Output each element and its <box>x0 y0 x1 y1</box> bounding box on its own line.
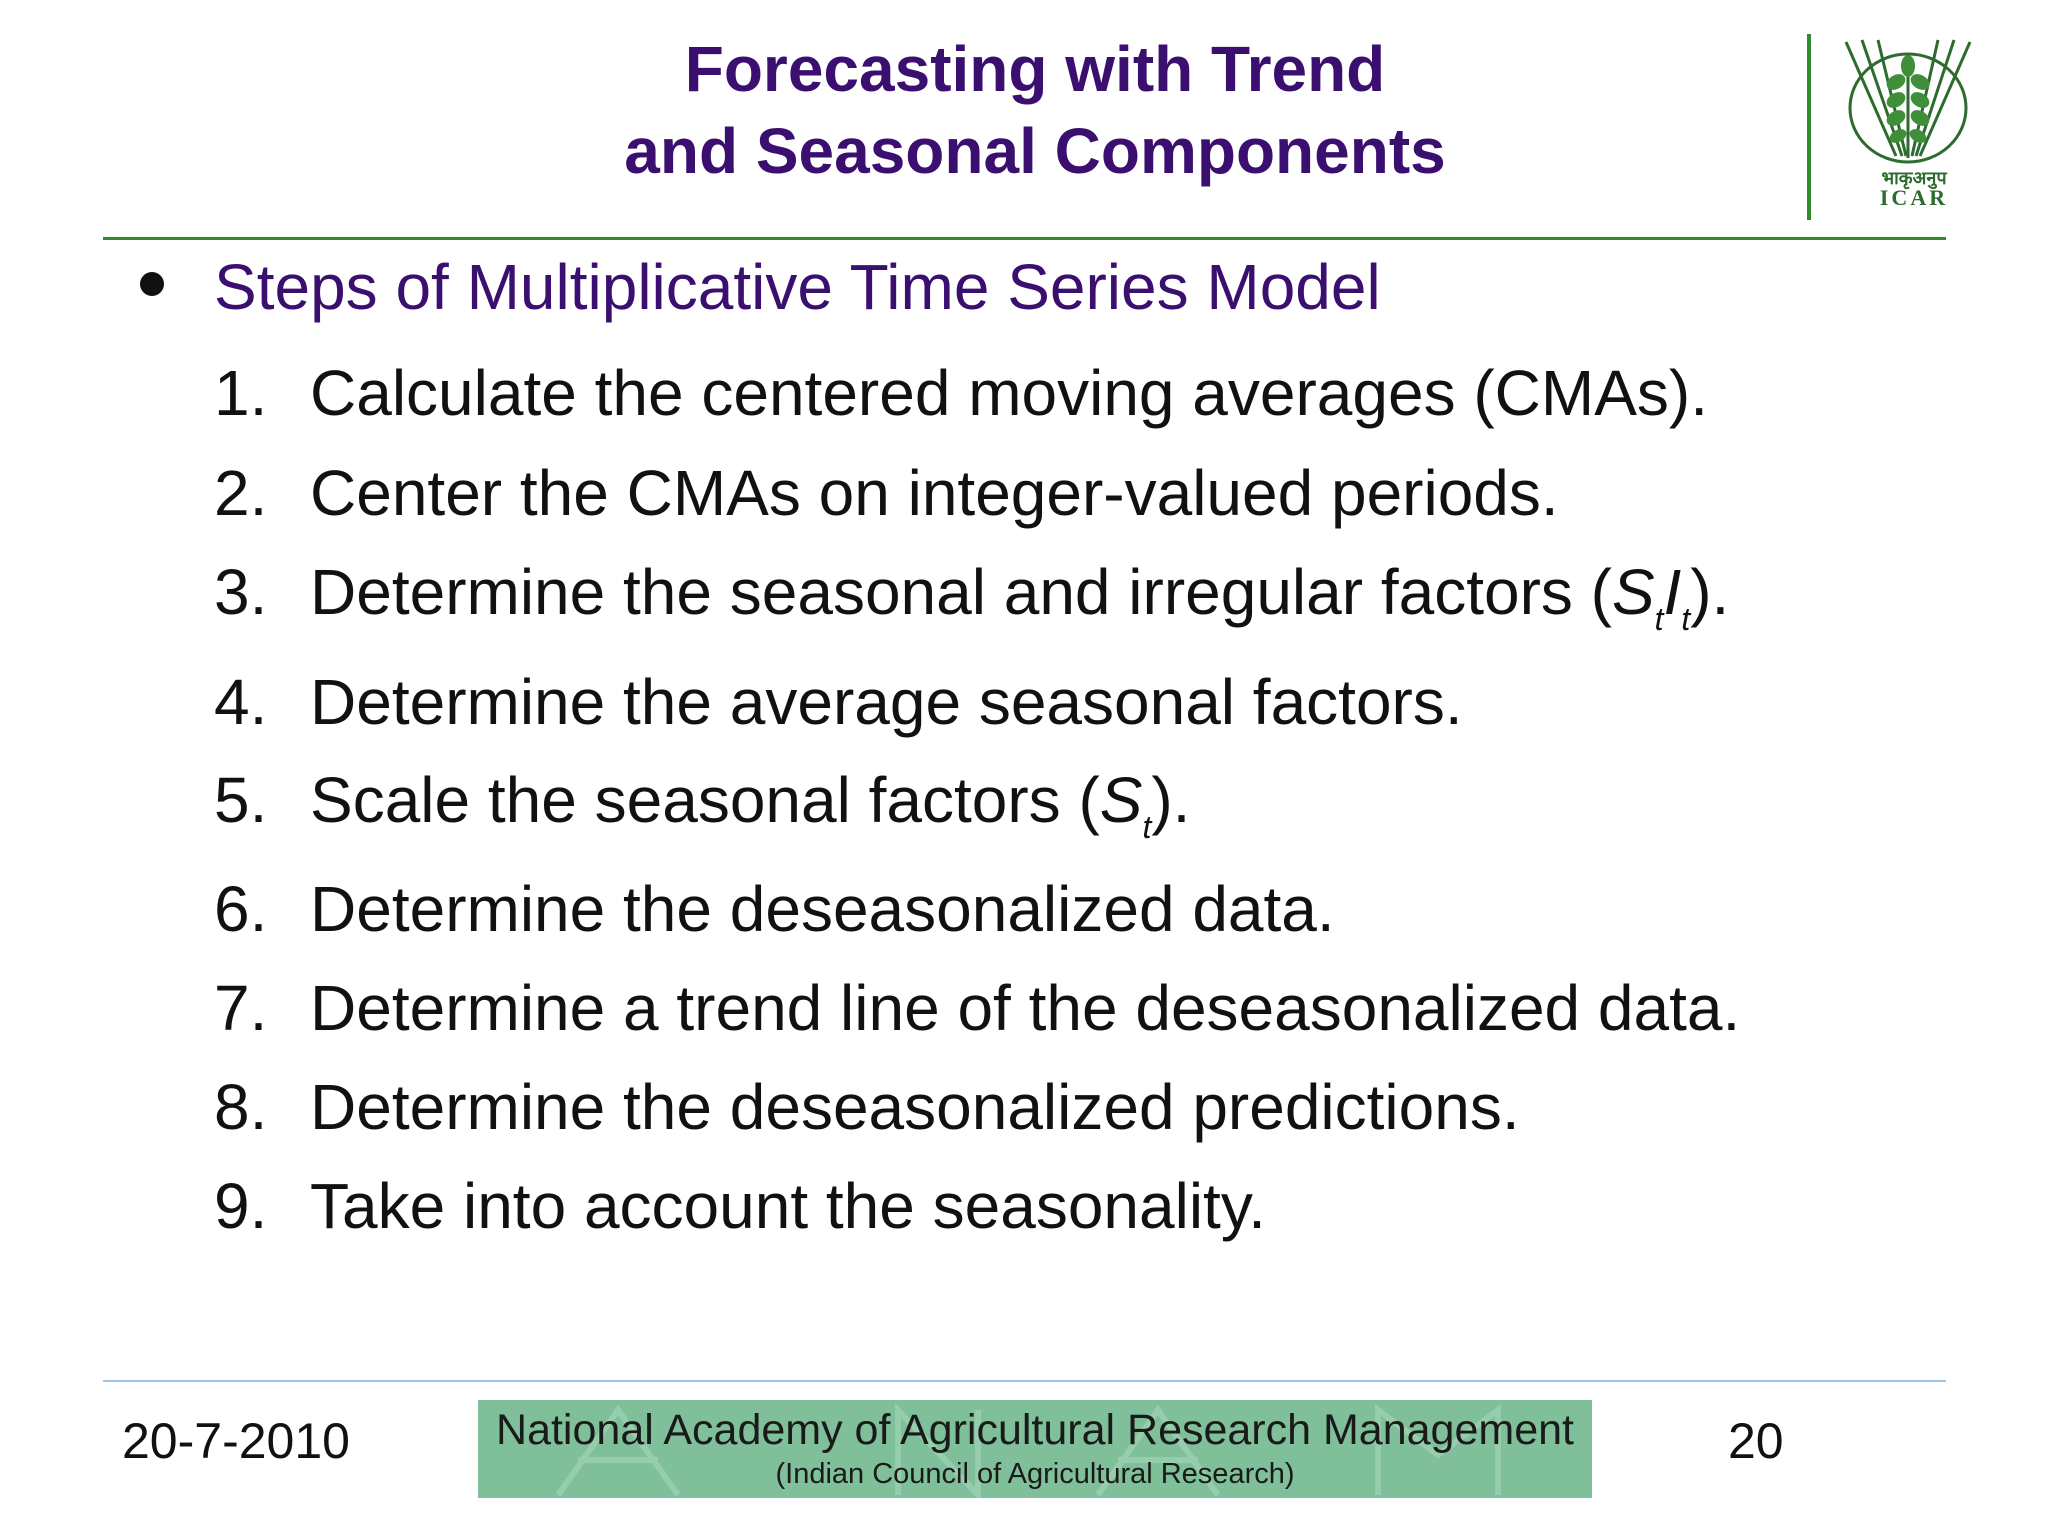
slide-title: Forecasting with Trend and Seasonal Comp… <box>420 28 1650 192</box>
logo-hindi-text: भाकृअनुप <box>1881 168 1947 188</box>
step-item: 7. Determine a trend line of the deseason… <box>214 968 1740 1048</box>
step-text: Center the CMAs on integer-valued period… <box>310 457 1559 529</box>
banner-watermark-icon <box>555 1402 1501 1498</box>
section-heading: Steps of Multiplicative Time Series Mode… <box>214 251 1381 323</box>
footer-date: 20-7-2010 <box>122 1413 350 1469</box>
step-item: 8. Determine the deseasonalized predictio… <box>214 1067 1520 1147</box>
math-symbol-s: StIt <box>1611 556 1691 637</box>
slide-title-line2: and Seasonal Components <box>624 115 1446 187</box>
step-item: 6. Determine the deseasonalized data. <box>214 869 1335 949</box>
title-divider <box>103 237 1946 240</box>
icar-logo-icon <box>1844 39 1972 164</box>
math-symbol-s: St <box>1099 764 1152 845</box>
step-number: 8. <box>214 1071 268 1143</box>
step-item: 2. Center the CMAs on integer-valued peri… <box>214 453 1559 533</box>
step-number: 6. <box>214 873 268 945</box>
step-number: 9. <box>214 1170 268 1242</box>
bullet-dot <box>140 272 164 296</box>
step-item: 9. Take into account the seasonality. <box>214 1166 1266 1246</box>
step-item: 3. Determine the seasonal and irregular f… <box>214 552 1729 659</box>
step-number: 2. <box>214 457 268 529</box>
step-text: Determine the average seasonal factors. <box>310 666 1463 738</box>
step-item: 4. Determine the average seasonal factors… <box>214 662 1463 742</box>
logo-divider <box>1807 34 1811 220</box>
logo-abbr-text: ICAR <box>1879 185 1949 210</box>
step-text: Determine a trend line of the deseasonal… <box>310 972 1741 1044</box>
step-text: Scale the seasonal factors ( <box>310 764 1100 836</box>
step-text: Calculate the centered moving averages (… <box>310 357 1708 429</box>
step-number: 3. <box>214 556 268 628</box>
step-number: 4. <box>214 666 268 738</box>
step-text-end: ). <box>1690 556 1730 628</box>
step-number: 1. <box>214 357 268 429</box>
slide-title-line1: Forecasting with Trend <box>684 33 1386 105</box>
step-item: 5. Scale the seasonal factors (St). <box>214 760 1190 867</box>
step-text: Determine the deseasonalized data. <box>310 873 1335 945</box>
step-text-end: ). <box>1151 764 1191 836</box>
step-text: Determine the deseasonalized predictions… <box>310 1071 1520 1143</box>
step-number: 5. <box>214 764 268 836</box>
footer-org-subtitle: (Indian Council of Agricultural Research… <box>775 1458 1295 1490</box>
step-item: 1. Calculate the centered moving averages… <box>214 353 1708 433</box>
step-number: 7. <box>214 972 268 1044</box>
footer-org-banner: National Academy of Agricultural Researc… <box>478 1400 1592 1498</box>
step-text: Take into account the seasonality. <box>310 1170 1266 1242</box>
step-text: Determine the seasonal and irregular fac… <box>310 556 1612 628</box>
footer-org-name: National Academy of Agricultural Researc… <box>496 1406 1574 1454</box>
footer-page-number: 20 <box>1728 1413 1784 1469</box>
footer-divider <box>103 1380 1946 1382</box>
